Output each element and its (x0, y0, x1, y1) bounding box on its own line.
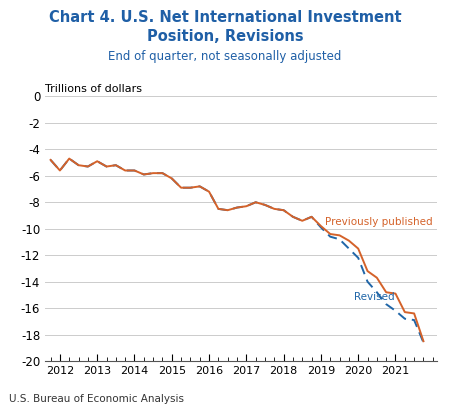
Text: Trillions of dollars: Trillions of dollars (45, 84, 142, 94)
Text: Revised: Revised (355, 292, 395, 302)
Text: Chart 4. U.S. Net International Investment
Position, Revisions: Chart 4. U.S. Net International Investme… (49, 10, 401, 44)
Text: End of quarter, not seasonally adjusted: End of quarter, not seasonally adjusted (108, 50, 342, 63)
Text: Previously published: Previously published (324, 217, 432, 227)
Text: U.S. Bureau of Economic Analysis: U.S. Bureau of Economic Analysis (9, 394, 184, 404)
